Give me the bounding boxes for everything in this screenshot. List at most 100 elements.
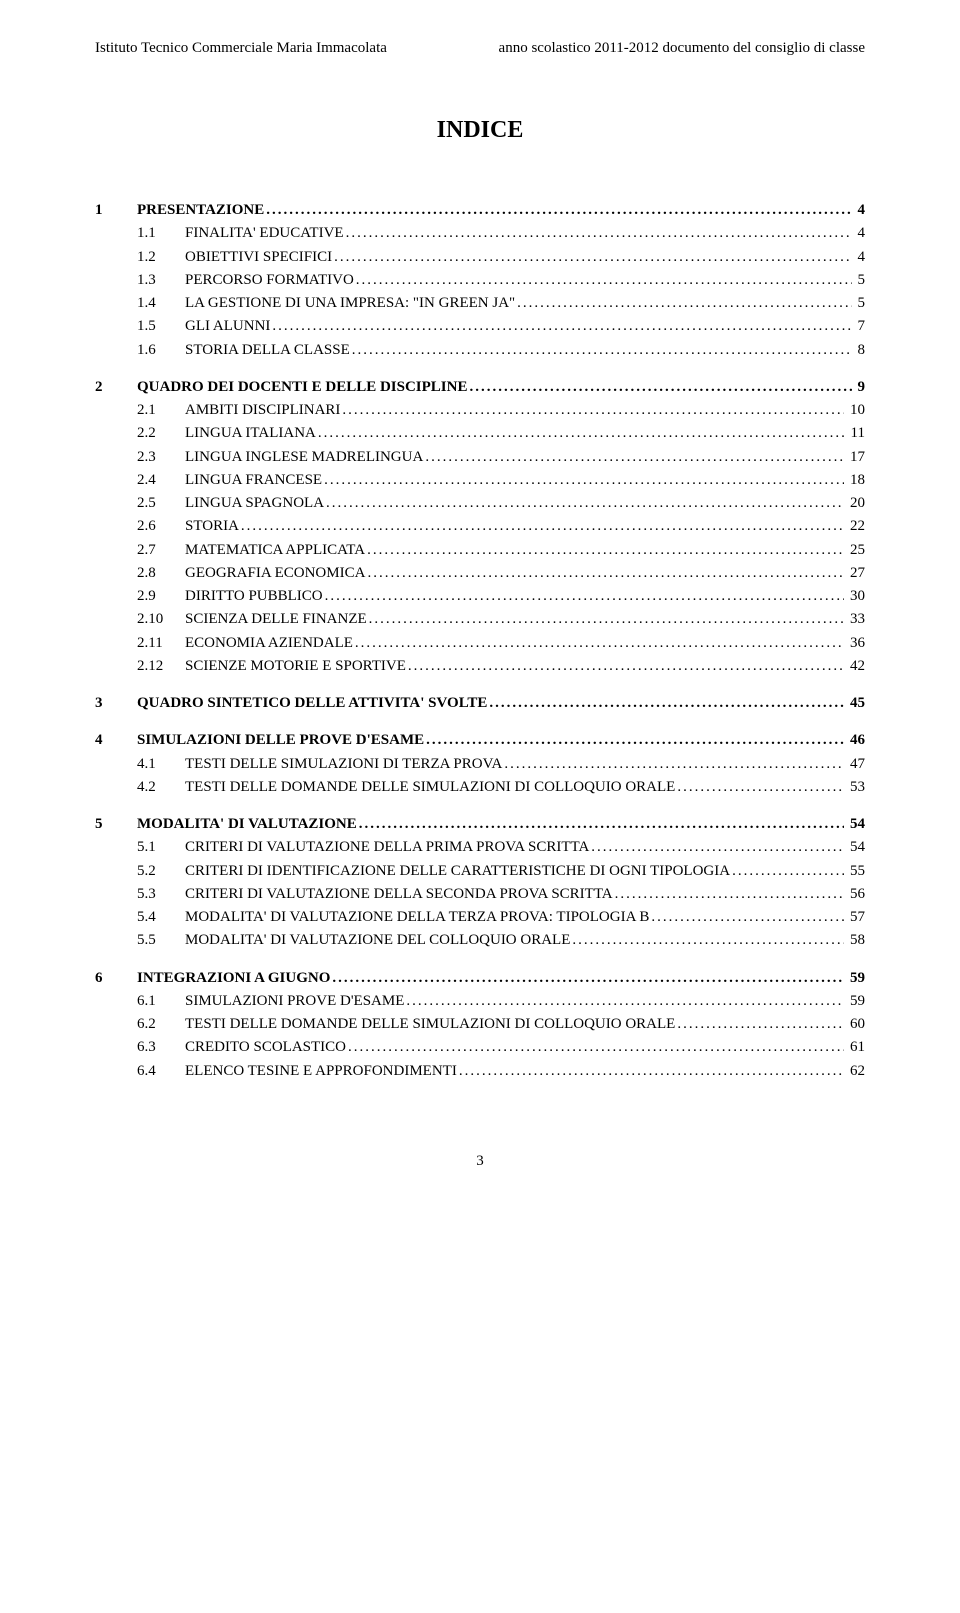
toc-page-number: 18 <box>846 469 865 492</box>
toc-title: ECONOMIA AZIENDALE <box>185 632 353 655</box>
toc-title: OBIETTIVI SPECIFICI <box>185 246 332 269</box>
toc-subsection: 5.5MODALITA' DI VALUTAZIONE DEL COLLOQUI… <box>95 929 865 952</box>
toc-page-number: 27 <box>846 562 865 585</box>
toc-section: 6INTEGRAZIONI A GIUGNO 59 <box>95 967 865 990</box>
toc-number: 6.3 <box>137 1036 185 1059</box>
toc-subsection: 5.1CRITERI DI VALUTAZIONE DELLA PRIMA PR… <box>95 836 865 859</box>
toc-number: 5.4 <box>137 906 185 929</box>
toc-subsection: 2.3LINGUA INGLESE MADRELINGUA 17 <box>95 446 865 469</box>
toc-leader-dots <box>356 269 852 292</box>
toc-title: PRESENTAZIONE <box>137 199 264 222</box>
toc-page-number: 60 <box>846 1013 865 1036</box>
toc-number: 5 <box>95 813 137 836</box>
toc-leader-dots <box>352 339 852 362</box>
toc-leader-dots <box>324 469 844 492</box>
toc-leader-dots <box>408 655 844 678</box>
toc-number: 5.5 <box>137 929 185 952</box>
toc-page-number: 55 <box>846 860 865 883</box>
toc-leader-dots <box>572 929 844 952</box>
toc-page-number: 11 <box>847 422 865 445</box>
toc-leader-dots <box>355 632 844 655</box>
toc-subsection: 2.6STORIA 22 <box>95 515 865 538</box>
toc-section: 2QUADRO DEI DOCENTI E DELLE DISCIPLINE 9 <box>95 376 865 399</box>
toc-number: 1.5 <box>137 315 185 338</box>
toc-page-number: 46 <box>846 729 865 752</box>
page-number: 3 <box>95 1153 865 1170</box>
toc-page-number: 62 <box>846 1060 865 1083</box>
toc-number: 2.8 <box>137 562 185 585</box>
toc-number: 1.4 <box>137 292 185 315</box>
document-page: Istituto Tecnico Commerciale Maria Immac… <box>0 0 960 1210</box>
toc-subsection: 2.7MATEMATICA APPLICATA 25 <box>95 539 865 562</box>
toc-number: 2.5 <box>137 492 185 515</box>
toc-subsection: 2.9DIRITTO PUBBLICO 30 <box>95 585 865 608</box>
toc-title: AMBITI DISCIPLINARI <box>185 399 340 422</box>
toc-leader-dots <box>615 883 844 906</box>
toc-title: GEOGRAFIA ECONOMICA <box>185 562 365 585</box>
toc-page-number: 4 <box>854 199 866 222</box>
toc-leader-dots <box>346 222 852 245</box>
toc-leader-dots <box>426 729 844 752</box>
toc-page-number: 25 <box>846 539 865 562</box>
toc-number: 2.11 <box>137 632 185 655</box>
toc-number: 2.1 <box>137 399 185 422</box>
toc-section: 4SIMULAZIONI DELLE PROVE D'ESAME 46 <box>95 729 865 752</box>
toc-page-number: 47 <box>846 753 865 776</box>
toc-page-number: 56 <box>846 883 865 906</box>
toc-page-number: 30 <box>846 585 865 608</box>
toc-number: 1.6 <box>137 339 185 362</box>
toc-leader-dots <box>489 692 844 715</box>
toc-title: LINGUA FRANCESE <box>185 469 322 492</box>
toc-leader-dots <box>406 990 844 1013</box>
toc-number: 1.1 <box>137 222 185 245</box>
toc-number: 2 <box>95 376 137 399</box>
toc-leader-dots <box>272 315 851 338</box>
toc-number: 2.6 <box>137 515 185 538</box>
toc-page-number: 9 <box>854 376 866 399</box>
toc-subsection: 4.1TESTI DELLE SIMULAZIONI DI TERZA PROV… <box>95 753 865 776</box>
toc-number: 5.3 <box>137 883 185 906</box>
toc-title: TESTI DELLE DOMANDE DELLE SIMULAZIONI DI… <box>185 776 675 799</box>
toc-subsection: 2.12SCIENZE MOTORIE E SPORTIVE 42 <box>95 655 865 678</box>
toc-title: MODALITA' DI VALUTAZIONE DEL COLLOQUIO O… <box>185 929 570 952</box>
toc-page-number: 58 <box>846 929 865 952</box>
toc-page-number: 7 <box>854 315 866 338</box>
toc-page-number: 59 <box>846 967 865 990</box>
toc-title: CREDITO SCOLASTICO <box>185 1036 346 1059</box>
toc-leader-dots <box>266 199 851 222</box>
toc-leader-dots <box>342 399 844 422</box>
toc-title: PERCORSO FORMATIVO <box>185 269 354 292</box>
toc-number: 2.4 <box>137 469 185 492</box>
toc-page-number: 17 <box>846 446 865 469</box>
toc-subsection: 6.1SIMULAZIONI PROVE D'ESAME 59 <box>95 990 865 1013</box>
toc-page-number: 54 <box>846 836 865 859</box>
toc-subsection: 1.5GLI ALUNNI 7 <box>95 315 865 338</box>
toc-leader-dots <box>367 539 844 562</box>
toc-title: QUADRO SINTETICO DELLE ATTIVITA' SVOLTE <box>137 692 487 715</box>
toc-title: TESTI DELLE DOMANDE DELLE SIMULAZIONI DI… <box>185 1013 675 1036</box>
toc-number: 6.1 <box>137 990 185 1013</box>
toc-subsection: 1.2OBIETTIVI SPECIFICI 4 <box>95 246 865 269</box>
toc-title: QUADRO DEI DOCENTI E DELLE DISCIPLINE <box>137 376 467 399</box>
toc-leader-dots <box>326 492 844 515</box>
toc-number: 6 <box>95 967 137 990</box>
toc-page-number: 4 <box>854 246 866 269</box>
toc-number: 6.2 <box>137 1013 185 1036</box>
toc-leader-dots <box>318 422 845 445</box>
toc-leader-dots <box>241 515 844 538</box>
toc-title: CRITERI DI IDENTIFICAZIONE DELLE CARATTE… <box>185 860 730 883</box>
toc-title: MATEMATICA APPLICATA <box>185 539 365 562</box>
toc-leader-dots <box>677 776 844 799</box>
toc-subsection: 1.3PERCORSO FORMATIVO 5 <box>95 269 865 292</box>
toc-number: 4 <box>95 729 137 752</box>
toc-title: MODALITA' DI VALUTAZIONE <box>137 813 357 836</box>
toc-title: SIMULAZIONI DELLE PROVE D'ESAME <box>137 729 424 752</box>
toc-title: GLI ALUNNI <box>185 315 270 338</box>
toc-title: INTEGRAZIONI A GIUGNO <box>137 967 330 990</box>
toc-title: MODALITA' DI VALUTAZIONE DELLA TERZA PRO… <box>185 906 649 929</box>
toc-title: SCIENZE MOTORIE E SPORTIVE <box>185 655 406 678</box>
toc-title: CRITERI DI VALUTAZIONE DELLA PRIMA PROVA… <box>185 836 589 859</box>
toc-subsection: 2.4LINGUA FRANCESE 18 <box>95 469 865 492</box>
toc-section: 1PRESENTAZIONE 4 <box>95 199 865 222</box>
header-left: Istituto Tecnico Commerciale Maria Immac… <box>95 40 387 57</box>
